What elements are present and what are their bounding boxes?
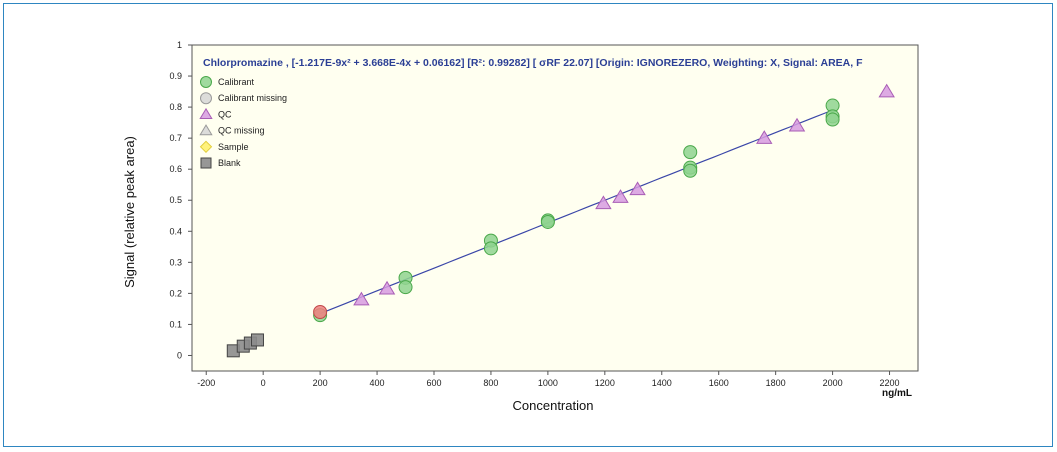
x-tick-label: 1400 [652, 378, 672, 388]
y-tick-label: 0.7 [169, 133, 182, 143]
y-tick-label: 0.6 [169, 164, 182, 174]
y-tick-label: 0.5 [169, 195, 182, 205]
qc-point [788, 117, 806, 132]
x-tick-label: 2000 [823, 378, 843, 388]
legend-label-calibrant: Calibrant [218, 77, 255, 87]
x-axis-unit: ng/mL [882, 388, 912, 399]
calibrant-flagged-point [313, 305, 328, 320]
x-tick-label: 2200 [880, 378, 900, 388]
qc-point [629, 181, 646, 196]
x-tick-label: 200 [313, 378, 328, 388]
legend-marker-qc-missing [199, 124, 213, 136]
x-tick-label: 600 [426, 378, 441, 388]
legend-label-blank: Blank [218, 158, 241, 168]
x-tick-label: 1600 [709, 378, 729, 388]
qc-point [612, 189, 629, 203]
qc-point [378, 280, 396, 295]
x-tick-label: 1200 [595, 378, 615, 388]
x-tick-label: 800 [483, 378, 498, 388]
calibrant-point [825, 112, 840, 127]
legend-label-qc: QC [218, 109, 232, 119]
legend-label-sample: Sample [218, 142, 249, 152]
legend-marker-qc [199, 107, 213, 120]
legend-marker-blank [200, 157, 212, 169]
legend-marker-sample [199, 140, 213, 154]
qc-point [595, 195, 612, 210]
calibrant-point [683, 145, 698, 160]
calibrant-point [540, 214, 555, 229]
x-axis-title: Concentration [513, 398, 594, 413]
y-tick-label: 0.9 [169, 71, 182, 81]
legend-label-qc-missing: QC missing [218, 126, 265, 136]
x-tick-label: 400 [370, 378, 385, 388]
y-tick-label: 0.8 [169, 102, 182, 112]
calibrant-point [398, 280, 413, 295]
y-tick-label: 0.2 [169, 288, 182, 298]
y-tick-label: 0.1 [169, 319, 182, 329]
qc-point [353, 291, 370, 306]
calibrant-point [683, 163, 698, 178]
calibrant-point [483, 241, 498, 256]
y-tick-label: 1 [177, 40, 182, 50]
axis-ticks: -200 0 200 400 600 800 1000 1200 1400 1600 1800 200… [169, 40, 899, 388]
qc-point [756, 130, 773, 144]
x-tick-label: 1000 [538, 378, 558, 388]
legend-marker-calibrant [200, 76, 212, 88]
plot-area [191, 44, 919, 372]
y-tick-label: 0.3 [169, 257, 182, 267]
y-axis-title: Signal (relative peak area) [122, 136, 137, 288]
x-tick-label: 0 [261, 378, 266, 388]
y-tick-label: 0 [177, 350, 182, 360]
legend-label-calibrant-missing: Calibrant missing [218, 93, 287, 103]
legend-marker-calibrant-missing [200, 92, 212, 105]
data-points [226, 83, 895, 358]
legend: Calibrant Calibrant missing QC QC missing Sa… [199, 76, 287, 169]
y-tick-label: 0.4 [169, 226, 182, 236]
x-tick-label: -200 [197, 378, 215, 388]
qc-point [878, 83, 895, 98]
x-tick-label: 1800 [766, 378, 786, 388]
blank-point [250, 333, 264, 347]
chart-title: Chlorpromazine , [-1.217E-9x² + 3.668E-4… [203, 57, 863, 69]
